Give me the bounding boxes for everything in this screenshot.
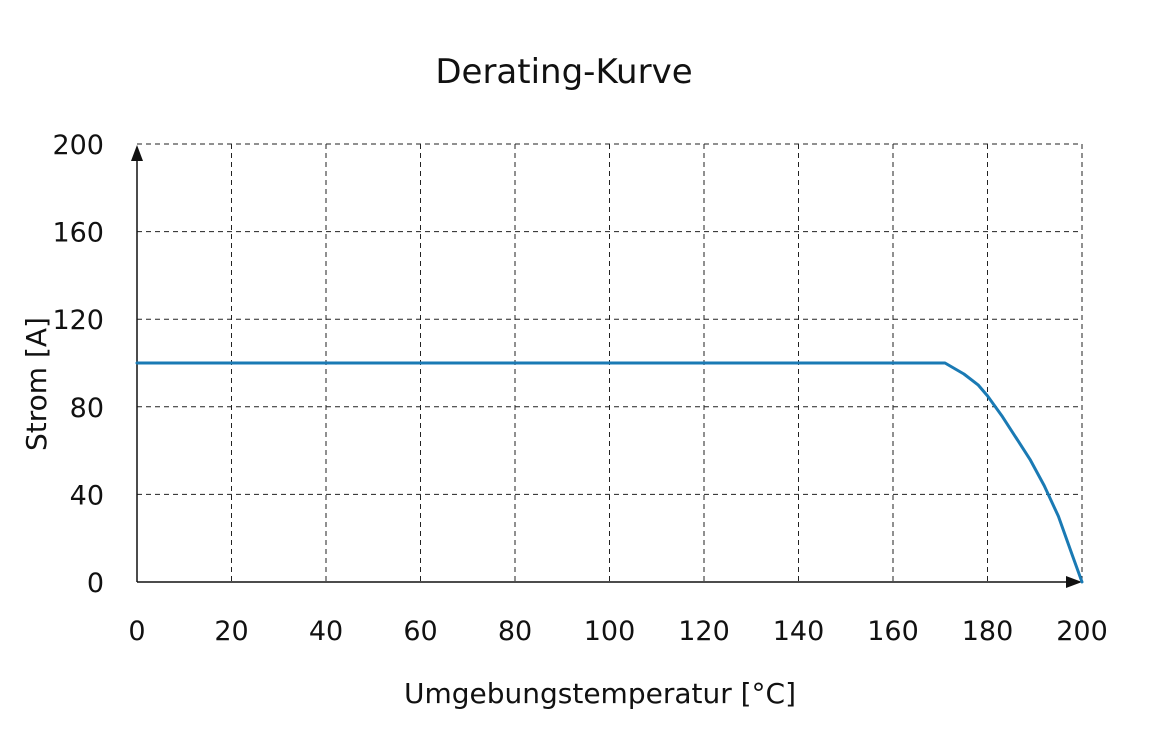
y-tick-label: 40 [70,480,104,511]
x-tick-label: 120 [678,616,730,647]
x-tick-label: 140 [773,616,825,647]
x-tick-label: 60 [403,616,437,647]
chart-title: Derating-Kurve [435,52,692,92]
y-tick-label: 160 [52,218,104,249]
x-tick-label: 0 [128,616,145,647]
x-tick-label: 80 [498,616,532,647]
x-tick-labels: 0 20 40 60 80 100 120 140 160 180 200 [128,616,1107,647]
y-tick-label: 80 [70,393,104,424]
y-tick-label: 0 [87,568,104,599]
x-tick-label: 40 [309,616,343,647]
x-tick-label: 180 [962,616,1014,647]
y-tick-label: 200 [52,130,104,161]
y-axis-arrow-icon [131,145,143,161]
axes [131,145,1082,588]
y-tick-labels: 0 40 80 120 160 200 [52,130,104,599]
series-line [135,361,1084,584]
x-tick-label: 20 [214,616,248,647]
y-tick-label: 120 [52,305,104,336]
x-tick-label: 160 [867,616,919,647]
x-tick-label: 100 [584,616,636,647]
x-axis-label: Umgebungstemperatur [°C] [404,677,796,710]
x-tick-label: 200 [1056,616,1108,647]
y-axis-label: Strom [A] [20,317,53,451]
x-axis-arrow-icon [1066,576,1082,588]
